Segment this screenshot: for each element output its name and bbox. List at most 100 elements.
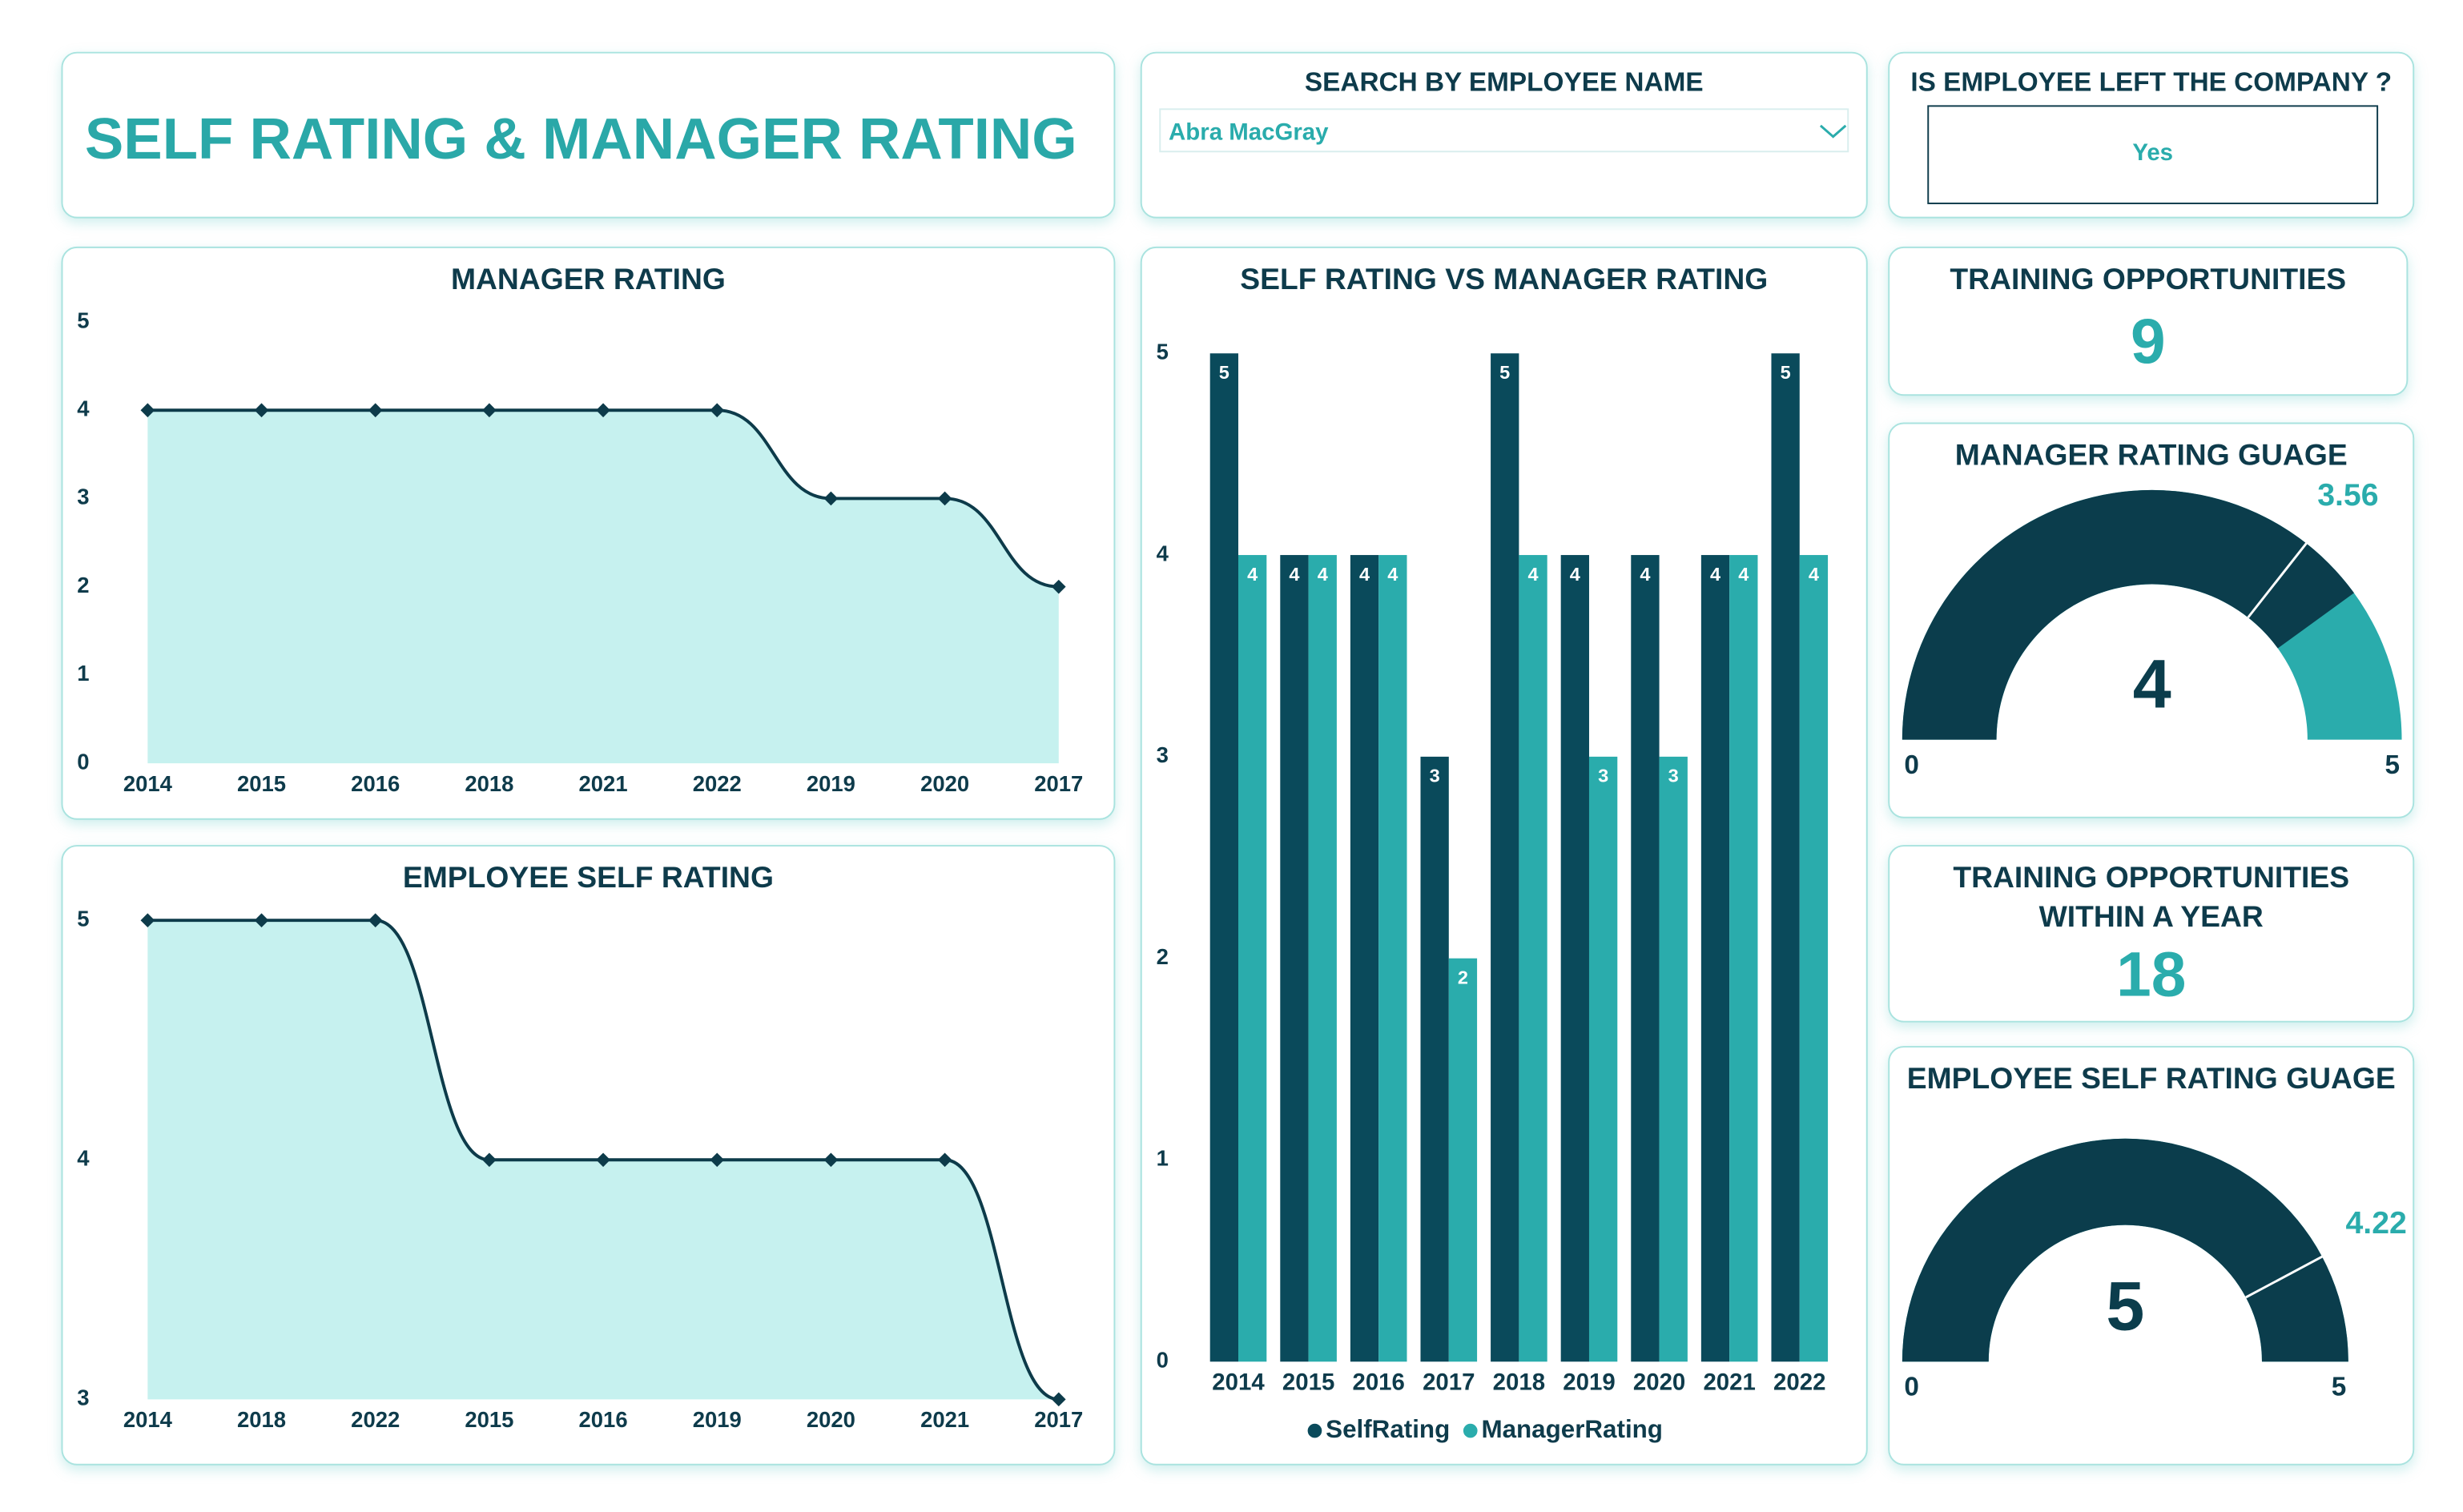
bar [1771, 353, 1800, 1362]
gauge-value [1902, 489, 2354, 740]
marker [1051, 579, 1066, 594]
bar [1491, 353, 1519, 1362]
training-year-card: TRAINING OPPORTUNITIES WITHIN A YEAR 18 [1888, 845, 2415, 1023]
data-label: 3 [1598, 766, 1608, 786]
data-label: 3 [1430, 766, 1440, 786]
x-tick-label: 2017 [1034, 1407, 1083, 1432]
marker [140, 913, 155, 928]
line [147, 408, 1059, 589]
y-tick-label: 0 [1157, 1348, 1169, 1373]
legend-swatch [1307, 1423, 1322, 1438]
chart-title: EMPLOYEE SELF RATING GUAGE [1906, 1063, 2396, 1096]
x-tick-label: 2022 [351, 1407, 400, 1432]
data-label: 2 [1458, 967, 1468, 987]
marker [710, 403, 725, 418]
data-label: 3 [1668, 766, 1679, 786]
chart-title: MANAGER RATING GUAGE [1954, 440, 2348, 473]
x-tick-label: 2020 [920, 771, 969, 796]
left-company-panel: IS EMPLOYEE LEFT THE COMPANY ? Yes [1888, 51, 2415, 219]
gauge-min-label: 0 [1904, 750, 1919, 780]
chart-title: EMPLOYEE SELF RATING [402, 862, 774, 895]
x-tick-label: 2016 [579, 1407, 628, 1432]
y-tick-label: 1 [77, 661, 89, 686]
manager-rating-panel: MANAGER RATING 0 1 2 3 4 5 2014 2015 2016 2018 202… [61, 246, 1116, 820]
chevron [1819, 124, 1847, 139]
chart: 0 1 2 3 4 5 2014 2015 2016 2018 2021 2022 2019 2020 20… [77, 308, 1083, 796]
x-tick-label: 2016 [1352, 1369, 1404, 1395]
chart: 3.56 4 0 5 [1902, 477, 2402, 780]
y-tick-label: 4 [77, 396, 90, 420]
marker [596, 403, 610, 418]
y-tick-label: 3 [77, 1385, 89, 1410]
y-tick-label: 2 [1157, 944, 1169, 969]
bar [1238, 555, 1267, 1362]
x-tick-label: 2018 [1493, 1369, 1545, 1395]
bar [1799, 555, 1829, 1362]
marker [368, 913, 383, 928]
bar [1350, 555, 1379, 1362]
data-label: 4 [1640, 564, 1650, 585]
data-label: 5 [1781, 362, 1791, 383]
left-company-label: IS EMPLOYEE LEFT THE COMPANY ? [1910, 67, 2393, 98]
x-tick-label: 2015 [1282, 1369, 1334, 1395]
bar [1631, 555, 1660, 1362]
marker [823, 1152, 839, 1168]
dashboard-title: SELF RATING & MANAGER RATING [84, 107, 1077, 171]
dropdown-value: Abra MacGray [1169, 119, 1329, 147]
y-tick-label: 4 [77, 1146, 90, 1171]
x-tick-label: 2017 [1423, 1369, 1475, 1395]
gauge-value [1902, 1138, 2348, 1362]
manager-gauge-panel: MANAGER RATING GUAGE 3.56 4 0 5 [1888, 422, 2415, 818]
x-tick-label: 2014 [1212, 1369, 1265, 1395]
x-tick-label: 2015 [237, 771, 286, 796]
gauge-min-label: 0 [1904, 1372, 1919, 1401]
x-tick-label: 2020 [807, 1407, 855, 1432]
dropdown-chevron [1819, 124, 1847, 139]
x-tick-label: 2019 [693, 1407, 742, 1432]
bar [1700, 555, 1730, 1362]
employee-dropdown[interactable]: Abra MacGray [1159, 108, 1849, 153]
data-label: 4 [1318, 564, 1328, 585]
x-tick-label: 2021 [579, 771, 628, 796]
y-tick-label: 3 [77, 485, 89, 509]
card-title: TRAINING OPPORTUNITIES WITHIN A YEAR [1953, 862, 2350, 935]
data-label: 4 [1738, 564, 1749, 585]
bar [1280, 555, 1309, 1362]
card-value: 9 [2130, 308, 2166, 377]
data-label: 4 [1809, 564, 1819, 585]
x-tick-label: 2021 [920, 1407, 969, 1432]
title-panel: SELF RATING & MANAGER RATING [61, 51, 1116, 219]
legend-label: SelfRating [1326, 1415, 1450, 1443]
y-tick-label: 4 [1157, 541, 1169, 565]
bar [1588, 756, 1618, 1362]
y-tick-label: 1 [1157, 1146, 1169, 1171]
left-company-value[interactable]: Yes [1927, 105, 2379, 204]
card-value: 18 [2116, 940, 2187, 1010]
y-tick-label: 2 [77, 573, 89, 597]
gauge-value-label: 5 [2106, 1268, 2144, 1345]
gauge-max-label: 5 [2332, 1372, 2347, 1401]
gauge-target [2245, 1254, 2326, 1299]
bar [1209, 353, 1239, 1362]
data-label: 4 [1710, 564, 1720, 585]
bar [1448, 958, 1478, 1362]
self-gauge-panel: EMPLOYEE SELF RATING GUAGE 4.22 5 0 5 [1888, 1046, 2415, 1466]
search-label: SEARCH BY EMPLOYEE NAME [1304, 67, 1704, 98]
y-tick-label: 5 [77, 308, 89, 332]
x-tick-label: 2022 [693, 771, 742, 796]
x-tick-label: 2019 [807, 771, 855, 796]
card-title: TRAINING OPPORTUNITIES [1950, 263, 2347, 297]
gauge-value-label: 4 [2133, 646, 2171, 723]
y-tick-label: 5 [1157, 339, 1169, 364]
x-tick-label: 2014 [123, 771, 173, 796]
marker [482, 403, 497, 418]
marker [1051, 1392, 1066, 1407]
x-tick-label: 2018 [237, 1407, 286, 1432]
data-label: 4 [1247, 564, 1258, 585]
bar [1659, 756, 1688, 1362]
data-label: 4 [1527, 564, 1538, 585]
self-rating-panel: EMPLOYEE SELF RATING 3 4 5 2014 2018 2022 2015… [61, 845, 1116, 1466]
